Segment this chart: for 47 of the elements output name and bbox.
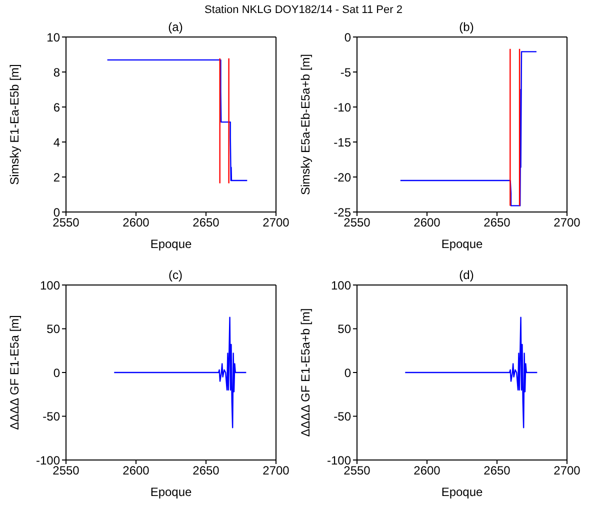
y-axis-title: ΔΔΔΔ GF E1-E5a [m]: [7, 315, 22, 430]
y-tick-label: 100: [330, 278, 352, 292]
x-tick-label: 2650: [192, 464, 220, 478]
y-axis-title: ΔΔΔΔ GF E1-E5a+b [m]: [298, 308, 312, 437]
x-axis-title: Epoque: [150, 485, 192, 499]
x-axis-title: Epoque: [441, 237, 484, 251]
y-tick-label: 0: [344, 30, 352, 44]
y-tick-label: -20: [334, 170, 352, 184]
y-axis-title: Simsky E5a-Eb-E5a+b [m]: [298, 54, 312, 196]
y-tick-label: 0: [344, 366, 352, 380]
x-axis-title: Epoque: [150, 237, 192, 251]
x-tick-label: 2650: [192, 216, 220, 230]
y-tick-label: 10: [46, 30, 60, 44]
x-tick-label: 2700: [554, 464, 581, 478]
y-tick-label: 100: [40, 278, 60, 292]
line-series: [114, 316, 247, 428]
x-tick-label: 2650: [484, 464, 511, 478]
x-tick-label: 2600: [122, 216, 150, 230]
y-tick-label: -10: [334, 100, 352, 114]
chart-title: (a): [167, 20, 184, 34]
y-axis-title: Simsky E1-Ea-E5b [m]: [7, 64, 22, 185]
x-tick-label: 2650: [484, 216, 511, 230]
y-tick-label: 4: [53, 135, 60, 150]
y-tick-label: 50: [46, 322, 60, 336]
x-axis-title: Epoque: [441, 485, 484, 499]
y-tick-label: -15: [334, 135, 352, 150]
x-tick-label: 2700: [262, 464, 290, 478]
y-tick-label: 2: [53, 170, 60, 184]
y-tick-label: -5: [340, 65, 352, 80]
y-tick-label: -50: [334, 410, 352, 424]
x-tick-label: 2600: [414, 216, 441, 230]
y-tick-label: 50: [338, 322, 352, 336]
chart-title: (c): [168, 268, 184, 282]
y-tick-label: 0: [53, 366, 60, 380]
x-tick-label: 2600: [122, 464, 150, 478]
line-series: [404, 316, 538, 428]
x-tick-label: 2600: [414, 464, 441, 478]
x-tick-label: 2700: [554, 216, 581, 230]
y-tick-label: -50: [42, 410, 60, 424]
chart-title: (d): [458, 268, 475, 282]
x-tick-label: 2700: [262, 216, 290, 230]
line-series: [106, 59, 248, 182]
chart-title: (b): [458, 20, 475, 34]
y-tick-label: 8: [53, 65, 60, 80]
y-tick-label: 6: [53, 100, 60, 114]
text: Station NKLG DOY182/14 - Sat 11 Per 2: [204, 4, 404, 16]
line-series: [400, 51, 538, 206]
